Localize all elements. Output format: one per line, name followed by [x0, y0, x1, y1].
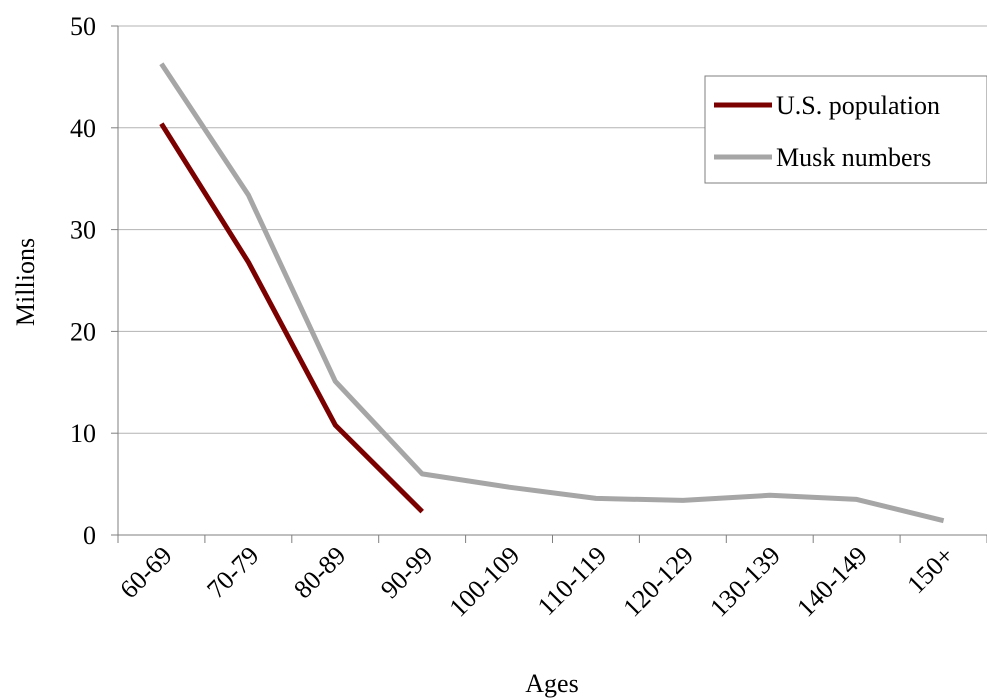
series-line-0	[159, 122, 424, 514]
series-lines	[159, 62, 945, 524]
series-line-1	[159, 62, 945, 524]
x-tick-label: 130-139	[704, 541, 786, 623]
x-tick-label: 150+	[901, 541, 959, 599]
x-tick-label: 80-89	[288, 541, 351, 604]
y-axis-label: Millions	[11, 238, 40, 326]
x-tick-label: 110-119	[532, 541, 612, 621]
legend-box	[704, 75, 987, 184]
y-tick-label: 0	[83, 521, 96, 550]
x-tick-label: 140-149	[791, 541, 873, 623]
x-axis-label: Ages	[525, 669, 578, 698]
y-tick-label: 10	[70, 419, 96, 448]
legend-label-1: Musk numbers	[776, 143, 931, 172]
legend-label-0: U.S. population	[776, 91, 940, 120]
x-tick-label: 120-129	[617, 541, 699, 623]
x-tick-label: 70-79	[201, 541, 264, 604]
y-tick-label: 50	[70, 12, 96, 41]
y-tick-label: 20	[70, 317, 96, 346]
legend: U.S. population Musk numbers	[704, 75, 987, 184]
x-tick-label: 60-69	[114, 541, 177, 604]
y-tick-label: 40	[70, 114, 96, 143]
x-tick-label: 100-109	[444, 541, 526, 623]
y-tick-label: 30	[70, 216, 96, 245]
x-tick-label: 90-99	[375, 541, 438, 604]
